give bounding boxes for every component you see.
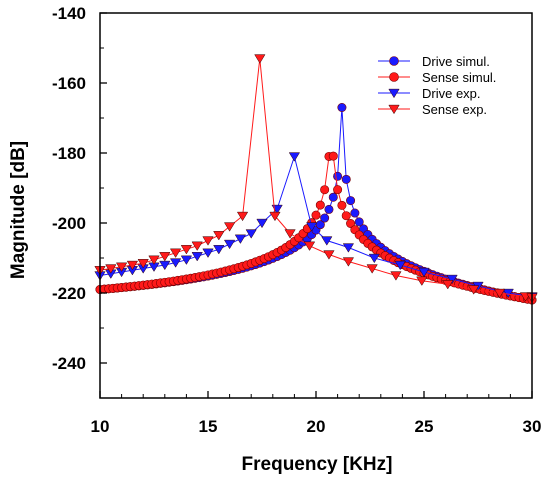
- data-point: [202, 236, 214, 246]
- data-point: [213, 231, 225, 241]
- data-point: [223, 239, 236, 250]
- y-tick-label: -160: [52, 74, 86, 93]
- data-point: [333, 185, 343, 195]
- data-point: [493, 288, 506, 299]
- data-point: [315, 220, 325, 230]
- data-point: [236, 211, 249, 222]
- legend-label: Sense simul.: [422, 70, 496, 85]
- data-point: [254, 54, 266, 64]
- x-tick-label: 15: [199, 417, 218, 436]
- axes: 10 15 20 25 30 -240 -220 -200 -180 -160 -140: [52, 4, 541, 436]
- data-point: [337, 200, 347, 210]
- series-sense-exp: [94, 54, 538, 303]
- data-point: [342, 243, 355, 253]
- data-point: [341, 211, 351, 221]
- data-point: [137, 259, 149, 269]
- data-point: [180, 245, 193, 255]
- y-tick-label: -240: [52, 354, 86, 373]
- x-tick-label: 30: [523, 417, 542, 436]
- data-point: [311, 210, 321, 220]
- legend: Drive simul.Sense simul.Drive exp.Sense …: [378, 54, 496, 117]
- data-point: [328, 192, 338, 202]
- data-point: [234, 234, 247, 244]
- data-point: [390, 271, 402, 281]
- series-line: [99, 154, 533, 297]
- data-point: [368, 253, 380, 264]
- data-point: [366, 264, 378, 274]
- legend-entry: Sense exp.: [378, 102, 487, 117]
- data-point: [394, 260, 406, 271]
- x-tick-label: 10: [91, 417, 110, 436]
- data-point: [354, 217, 364, 227]
- data-point: [169, 248, 182, 258]
- data-point: [418, 267, 430, 278]
- data-point: [328, 151, 338, 161]
- x-axis-title: Frequency [KHz]: [242, 454, 393, 475]
- legend-marker: [388, 104, 400, 115]
- data-point: [323, 250, 335, 260]
- legend-label: Sense exp.: [422, 102, 487, 117]
- data-point: [320, 213, 330, 223]
- data-point: [180, 255, 193, 265]
- data-point: [105, 264, 117, 274]
- data-point: [337, 103, 347, 113]
- data-point: [213, 245, 225, 255]
- data-point: [169, 258, 182, 268]
- legend-marker: [389, 72, 399, 82]
- legend-marker: [388, 88, 400, 99]
- data-point: [321, 236, 333, 246]
- data-point: [303, 241, 316, 251]
- data-point: [324, 204, 334, 214]
- data-point: [342, 257, 355, 267]
- data-point: [442, 280, 454, 290]
- data-point: [191, 241, 203, 251]
- legend-label: Drive exp.: [422, 86, 481, 101]
- data-point: [191, 252, 203, 262]
- legend-entry: Drive simul.: [378, 54, 490, 69]
- y-tick-label: -200: [52, 214, 86, 233]
- data-point: [245, 229, 257, 239]
- data-point: [126, 260, 139, 271]
- series-line: [99, 58, 533, 299]
- data-point: [320, 185, 330, 195]
- data-point: [159, 252, 171, 262]
- y-axis-title: Magnitude [dB]: [8, 141, 29, 279]
- data-point: [346, 196, 356, 206]
- data-point: [256, 218, 268, 229]
- x-tick-label: 20: [307, 417, 326, 436]
- legend-entry: Drive exp.: [378, 86, 481, 101]
- data-point: [346, 218, 356, 228]
- data-point: [333, 171, 343, 181]
- series-line: [99, 107, 533, 301]
- plot-area: [94, 54, 538, 305]
- data-point: [306, 222, 318, 232]
- data-point: [202, 248, 214, 258]
- data-point: [284, 229, 296, 239]
- data-point: [269, 211, 281, 222]
- y-tick-label: -220: [52, 284, 86, 303]
- data-point: [115, 262, 128, 272]
- data-point: [341, 174, 351, 184]
- data-point: [288, 152, 301, 162]
- data-point: [468, 285, 480, 295]
- data-point: [446, 274, 458, 285]
- data-point: [148, 255, 160, 265]
- data-point: [416, 276, 428, 286]
- data-point: [223, 222, 236, 232]
- series-drive-simul: [95, 103, 537, 305]
- y-tick-label: -180: [52, 144, 86, 163]
- legend-marker: [389, 56, 399, 66]
- legend-entry: Sense simul.: [378, 70, 496, 85]
- y-tick-label: -140: [52, 4, 86, 23]
- data-point: [350, 208, 360, 218]
- x-tick-label: 25: [415, 417, 434, 436]
- data-point: [315, 200, 325, 210]
- legend-label: Drive simul.: [422, 54, 490, 69]
